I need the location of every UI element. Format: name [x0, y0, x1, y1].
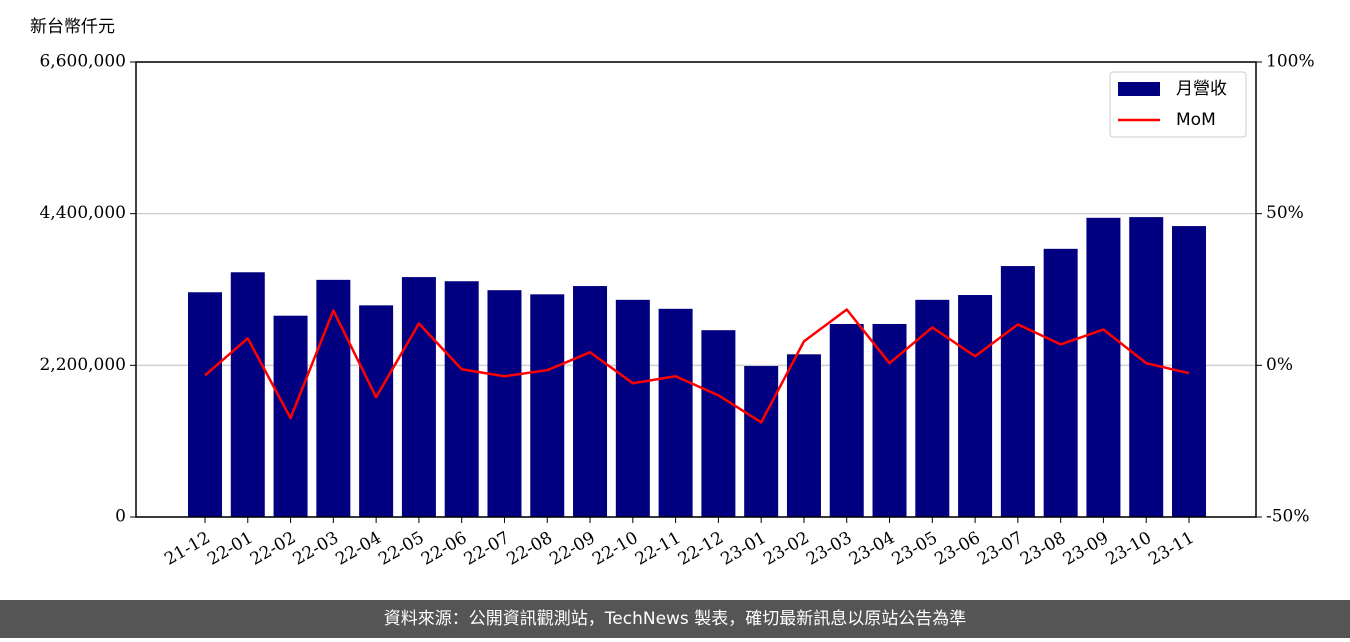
bar: [1000, 266, 1035, 517]
plot-frame: [135, 61, 1257, 518]
legend-label: MoM: [1176, 110, 1216, 130]
bar: [188, 292, 222, 517]
y-tick-label: 2,200,000: [39, 355, 126, 375]
legend-swatch: [1118, 82, 1160, 96]
bar: [744, 366, 779, 517]
bar: [915, 299, 950, 517]
bar: [958, 295, 993, 517]
y-tick-label: 6,600,000: [39, 52, 126, 72]
bar: [359, 305, 394, 517]
x-tick-label: 22-10: [589, 528, 641, 570]
x-tick-label: 23-10: [1103, 528, 1155, 570]
bar: [829, 323, 864, 517]
x-tick-label: 23-06: [931, 528, 983, 570]
y-tick-label: 0: [115, 507, 126, 527]
y2-tick-label: 100%: [1266, 52, 1315, 72]
bar: [786, 354, 821, 517]
x-tick-label: 22-03: [290, 528, 342, 570]
x-tick-label: 23-02: [760, 528, 812, 570]
x-tick-label: 22-01: [204, 528, 256, 570]
y-tick-label: 4,400,000: [39, 203, 126, 223]
x-tick-label: 22-11: [632, 528, 684, 570]
footer-bar: [0, 600, 1350, 638]
x-tick-label: 23-03: [803, 528, 855, 570]
bar: [230, 272, 265, 517]
bar: [1043, 248, 1078, 518]
x-tick-label: 23-04: [846, 528, 898, 570]
bar: [658, 308, 693, 517]
y2-tick-label: -50%: [1266, 507, 1310, 527]
bar: [401, 277, 436, 517]
x-tick-label: 22-08: [504, 528, 556, 570]
x-tick-label: 21-12: [161, 528, 213, 570]
bar: [444, 281, 479, 517]
bar: [573, 286, 608, 517]
x-tick-label: 22-04: [332, 528, 384, 570]
y2-tick-label: 0%: [1266, 355, 1293, 375]
bar: [316, 279, 351, 517]
x-tick-label: 22-06: [418, 528, 470, 570]
legend-label: 月營收: [1176, 79, 1227, 99]
line: [204, 308, 1190, 424]
y2-tick-label: 50%: [1266, 203, 1304, 223]
x-tick-label: 23-07: [974, 528, 1026, 570]
x-tick-label: 23-01: [717, 528, 769, 570]
x-tick-label: 23-05: [889, 528, 941, 570]
x-tick-label: 22-05: [375, 528, 427, 570]
x-tick-label: 23-09: [1060, 528, 1112, 570]
x-tick-label: 22-09: [546, 528, 598, 570]
bar: [530, 294, 565, 517]
bar: [487, 290, 522, 517]
footer: 資料來源：公開資訊觀測站，TechNews 製表，確切最新訊息以原站公告為準: [384, 609, 966, 629]
x-tick-label: 23-11: [1145, 528, 1197, 570]
bar: [701, 330, 736, 517]
y-axis-label: 新台幣仟元: [30, 17, 115, 37]
bar: [1086, 217, 1121, 517]
x-tick-label: 23-08: [1017, 528, 1069, 570]
bar: [615, 299, 650, 517]
bar: [872, 323, 907, 517]
x-tick-label: 22-12: [675, 528, 727, 570]
x-tick-label: 22-02: [247, 528, 299, 570]
x-tick-label: 22-07: [461, 528, 513, 570]
